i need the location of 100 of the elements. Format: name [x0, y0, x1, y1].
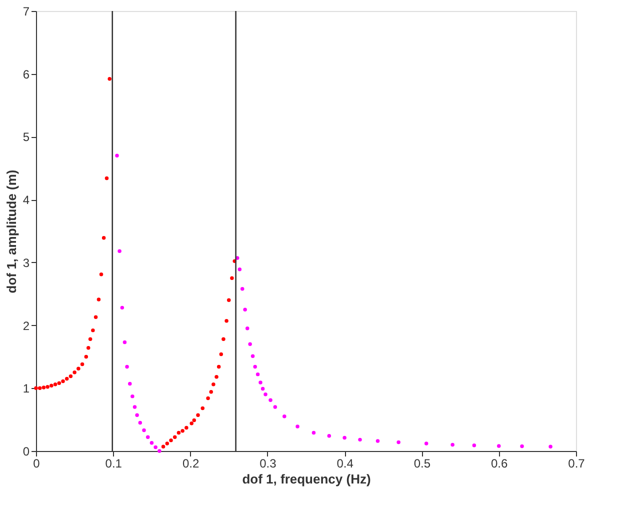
point: [212, 382, 216, 386]
point: [196, 413, 200, 418]
x-axis-title: dof 1, frequency (Hz): [242, 472, 371, 486]
point: [258, 380, 262, 384]
point: [120, 306, 124, 310]
point: [240, 286, 244, 291]
y-axis-title: dof 1, amplitude (m): [4, 170, 19, 294]
y-tick-label: 1: [22, 382, 30, 396]
point: [184, 426, 188, 430]
point: [327, 434, 332, 438]
point: [84, 354, 88, 359]
point: [248, 342, 252, 346]
x-tick-label: 0.1: [105, 456, 122, 470]
x-tick-label: 0: [33, 456, 40, 470]
point: [46, 385, 50, 389]
point: [253, 364, 257, 369]
point: [206, 396, 210, 400]
point: [200, 406, 204, 410]
point: [472, 443, 476, 448]
point: [158, 449, 162, 453]
point: [125, 364, 129, 369]
point: [230, 276, 234, 280]
y-tick-label: 3: [22, 256, 30, 270]
point: [268, 398, 272, 402]
point: [250, 354, 255, 358]
y-tick-label: 5: [22, 130, 30, 144]
point: [94, 315, 98, 319]
point: [192, 418, 196, 422]
point: [150, 440, 154, 445]
x-tick-label: 0.2: [182, 456, 200, 470]
y-tick-label: 2: [22, 318, 30, 333]
x-tick-label: 0.6: [491, 456, 508, 470]
point: [104, 176, 109, 180]
point: [122, 340, 127, 344]
point: [169, 438, 173, 442]
point: [102, 236, 106, 240]
point: [376, 439, 380, 443]
point: [91, 328, 95, 332]
point: [76, 366, 80, 371]
point: [450, 442, 454, 447]
point: [34, 386, 38, 390]
point: [260, 386, 265, 391]
point: [118, 249, 122, 253]
point: [61, 379, 65, 384]
point: [130, 394, 134, 398]
point: [57, 381, 62, 385]
point: [548, 444, 552, 448]
point: [172, 435, 177, 440]
point: [135, 413, 139, 418]
point: [38, 386, 42, 390]
point: [224, 319, 228, 323]
point: [88, 337, 92, 341]
point: [264, 392, 268, 396]
point: [243, 308, 247, 312]
point: [424, 442, 428, 446]
point: [342, 436, 346, 440]
point: [358, 438, 362, 442]
point: [238, 267, 242, 272]
x-tick-label: 0.5: [414, 456, 431, 470]
x-tick-label: 0.7: [568, 456, 586, 470]
point: [86, 346, 90, 350]
y-tick-label: 0: [22, 444, 30, 458]
point: [80, 362, 84, 366]
point: [50, 384, 54, 388]
point: [209, 390, 213, 394]
point: [128, 382, 132, 386]
point: [496, 444, 501, 448]
point: [165, 442, 170, 446]
point: [96, 298, 101, 302]
point: [246, 326, 250, 330]
point: [132, 405, 137, 409]
point: [99, 272, 104, 276]
y-tick-label: 6: [22, 67, 30, 82]
point: [115, 154, 119, 158]
point: [142, 428, 146, 432]
point: [396, 440, 400, 444]
point: [190, 421, 194, 426]
point: [520, 444, 524, 448]
point: [282, 414, 286, 418]
point: [154, 445, 158, 450]
point: [108, 77, 112, 81]
point: [42, 386, 46, 390]
point: [161, 444, 166, 448]
y-tick-label: 7: [22, 4, 30, 18]
x-tick-label: 0.3: [260, 456, 277, 470]
point: [72, 370, 76, 374]
point: [216, 364, 221, 369]
y-tick-label: 4: [22, 193, 30, 208]
point: [214, 374, 218, 379]
point: [138, 420, 142, 425]
point: [68, 374, 73, 378]
point: [222, 337, 226, 341]
point: [176, 430, 181, 435]
point: [146, 435, 150, 440]
point: [53, 382, 58, 386]
point: [256, 372, 260, 376]
point: [273, 405, 278, 409]
point: [219, 352, 224, 356]
x-tick-label: 0.4: [336, 456, 354, 470]
point: [64, 376, 69, 381]
